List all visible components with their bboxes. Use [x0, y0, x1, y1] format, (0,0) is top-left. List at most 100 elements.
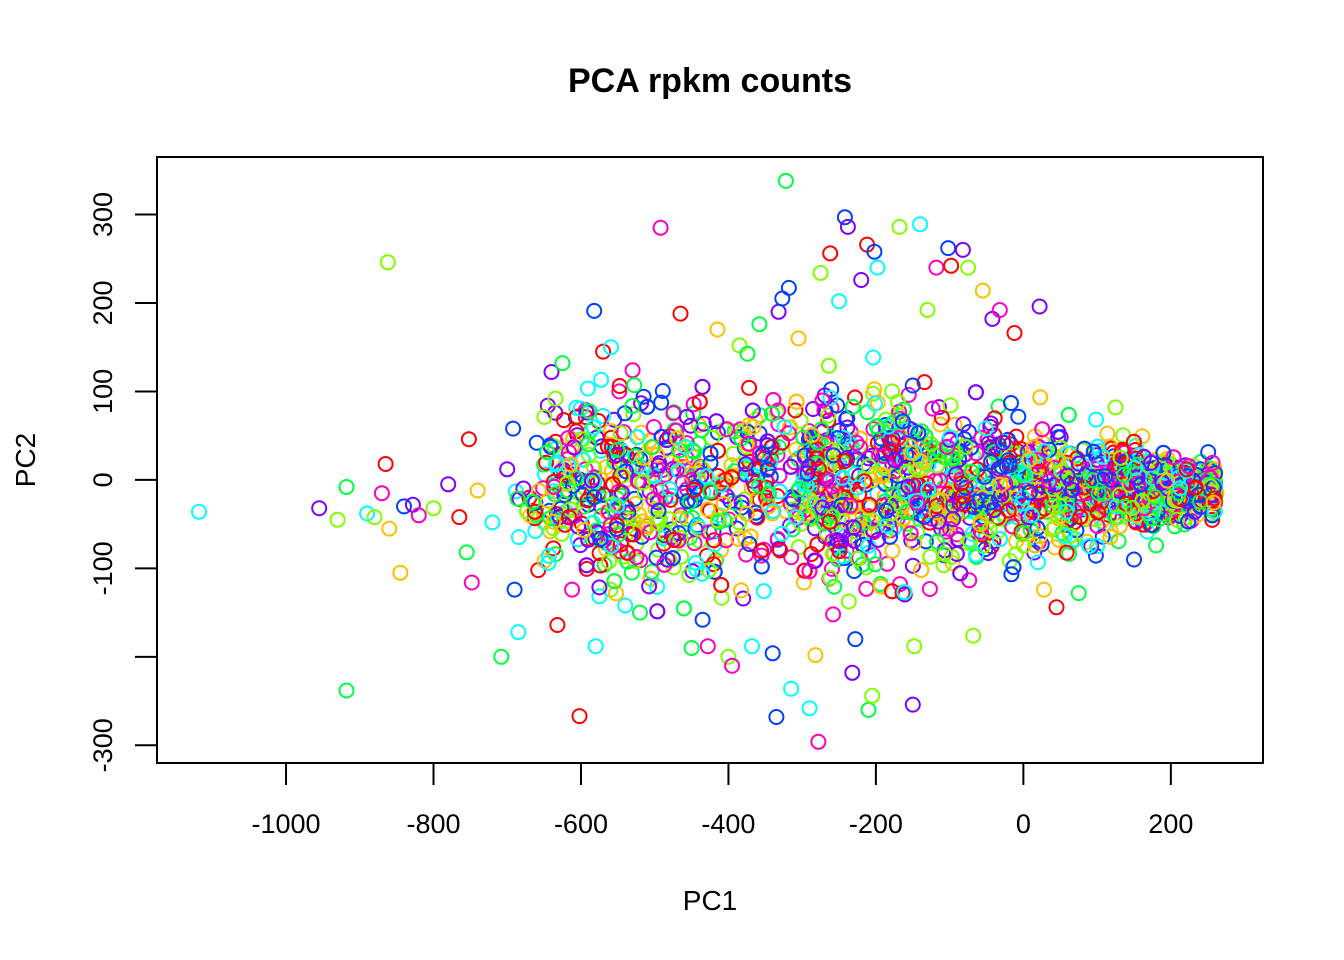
data-point	[451, 509, 468, 526]
data-point	[768, 709, 785, 725]
data-point	[658, 432, 675, 449]
y-tick-label: 100	[88, 369, 118, 414]
data-point	[880, 418, 897, 435]
data-point	[1050, 423, 1067, 440]
data-point	[741, 379, 758, 396]
x-tick-label: 200	[1148, 809, 1193, 839]
data-point	[992, 531, 1008, 548]
data-point	[896, 584, 913, 601]
data-point	[807, 647, 824, 664]
data-point	[678, 408, 695, 425]
data-point	[847, 389, 863, 406]
data-point	[505, 420, 522, 437]
data-point	[937, 546, 953, 563]
data-point	[562, 501, 579, 518]
data-point	[834, 469, 851, 486]
data-point	[882, 528, 898, 545]
data-point	[894, 413, 911, 430]
data-point	[724, 657, 741, 674]
data-point	[884, 583, 900, 600]
data-point	[801, 458, 817, 475]
data-point	[854, 537, 871, 554]
data-point	[920, 481, 937, 498]
data-point	[913, 423, 930, 440]
data-point	[929, 457, 945, 474]
data-point	[191, 503, 207, 520]
data-point	[924, 400, 941, 417]
data-point	[1134, 428, 1151, 445]
data-point	[745, 418, 762, 435]
data-point	[625, 406, 642, 423]
data-point	[955, 496, 972, 513]
data-point	[782, 419, 799, 436]
data-point	[665, 405, 682, 422]
data-point	[1085, 443, 1102, 460]
data-point	[869, 259, 886, 276]
data-point	[643, 439, 660, 456]
data-point	[708, 413, 725, 430]
data-point	[701, 524, 717, 541]
data-point	[1096, 485, 1113, 502]
data-point	[823, 381, 840, 398]
data-point	[865, 547, 882, 564]
data-point	[864, 687, 881, 704]
data-point	[608, 446, 625, 463]
data-point	[1072, 508, 1089, 525]
data-point	[653, 394, 670, 411]
data-point	[796, 447, 813, 464]
data-point	[702, 483, 719, 500]
points-layer	[191, 172, 1225, 750]
data-point	[381, 520, 398, 537]
data-point	[632, 604, 648, 621]
data-point	[338, 682, 355, 699]
data-point	[983, 454, 1000, 470]
data-point	[605, 476, 621, 493]
data-point	[840, 593, 857, 610]
data-point	[603, 339, 619, 356]
data-point	[635, 449, 652, 466]
data-point	[1146, 459, 1163, 476]
data-point	[540, 547, 557, 564]
data-point	[731, 337, 748, 354]
data-point	[593, 371, 610, 388]
data-point	[860, 450, 877, 467]
data-point	[780, 279, 797, 296]
data-point	[609, 497, 626, 514]
data-point	[1206, 503, 1223, 520]
data-point	[668, 422, 685, 439]
data-point	[540, 554, 557, 571]
data-point	[379, 254, 396, 271]
data-point	[674, 474, 691, 491]
data-point	[311, 500, 328, 517]
data-point	[359, 505, 376, 522]
data-point	[940, 240, 957, 257]
data-point	[639, 517, 656, 534]
data-point	[814, 392, 831, 409]
data-point	[1033, 536, 1050, 553]
data-point	[986, 444, 1003, 461]
data-point	[1200, 444, 1217, 461]
data-point	[1064, 481, 1081, 498]
data-point	[510, 624, 527, 641]
data-point	[694, 565, 711, 582]
data-point	[870, 531, 886, 548]
data-point	[649, 578, 666, 595]
data-point	[1003, 395, 1019, 411]
data-point	[885, 486, 902, 503]
data-point	[1052, 439, 1069, 456]
data-point	[787, 509, 804, 526]
data-point	[698, 468, 715, 485]
data-point	[855, 514, 872, 531]
data-point	[1048, 599, 1065, 616]
data-point	[686, 481, 703, 498]
x-tick-label: -800	[406, 809, 460, 839]
data-point	[849, 479, 866, 496]
data-point	[839, 419, 856, 436]
data-point	[652, 219, 669, 236]
data-point	[866, 243, 883, 260]
y-tick-label: -100	[88, 541, 118, 595]
data-point	[764, 645, 781, 662]
data-point	[576, 522, 593, 539]
data-point	[709, 321, 726, 338]
